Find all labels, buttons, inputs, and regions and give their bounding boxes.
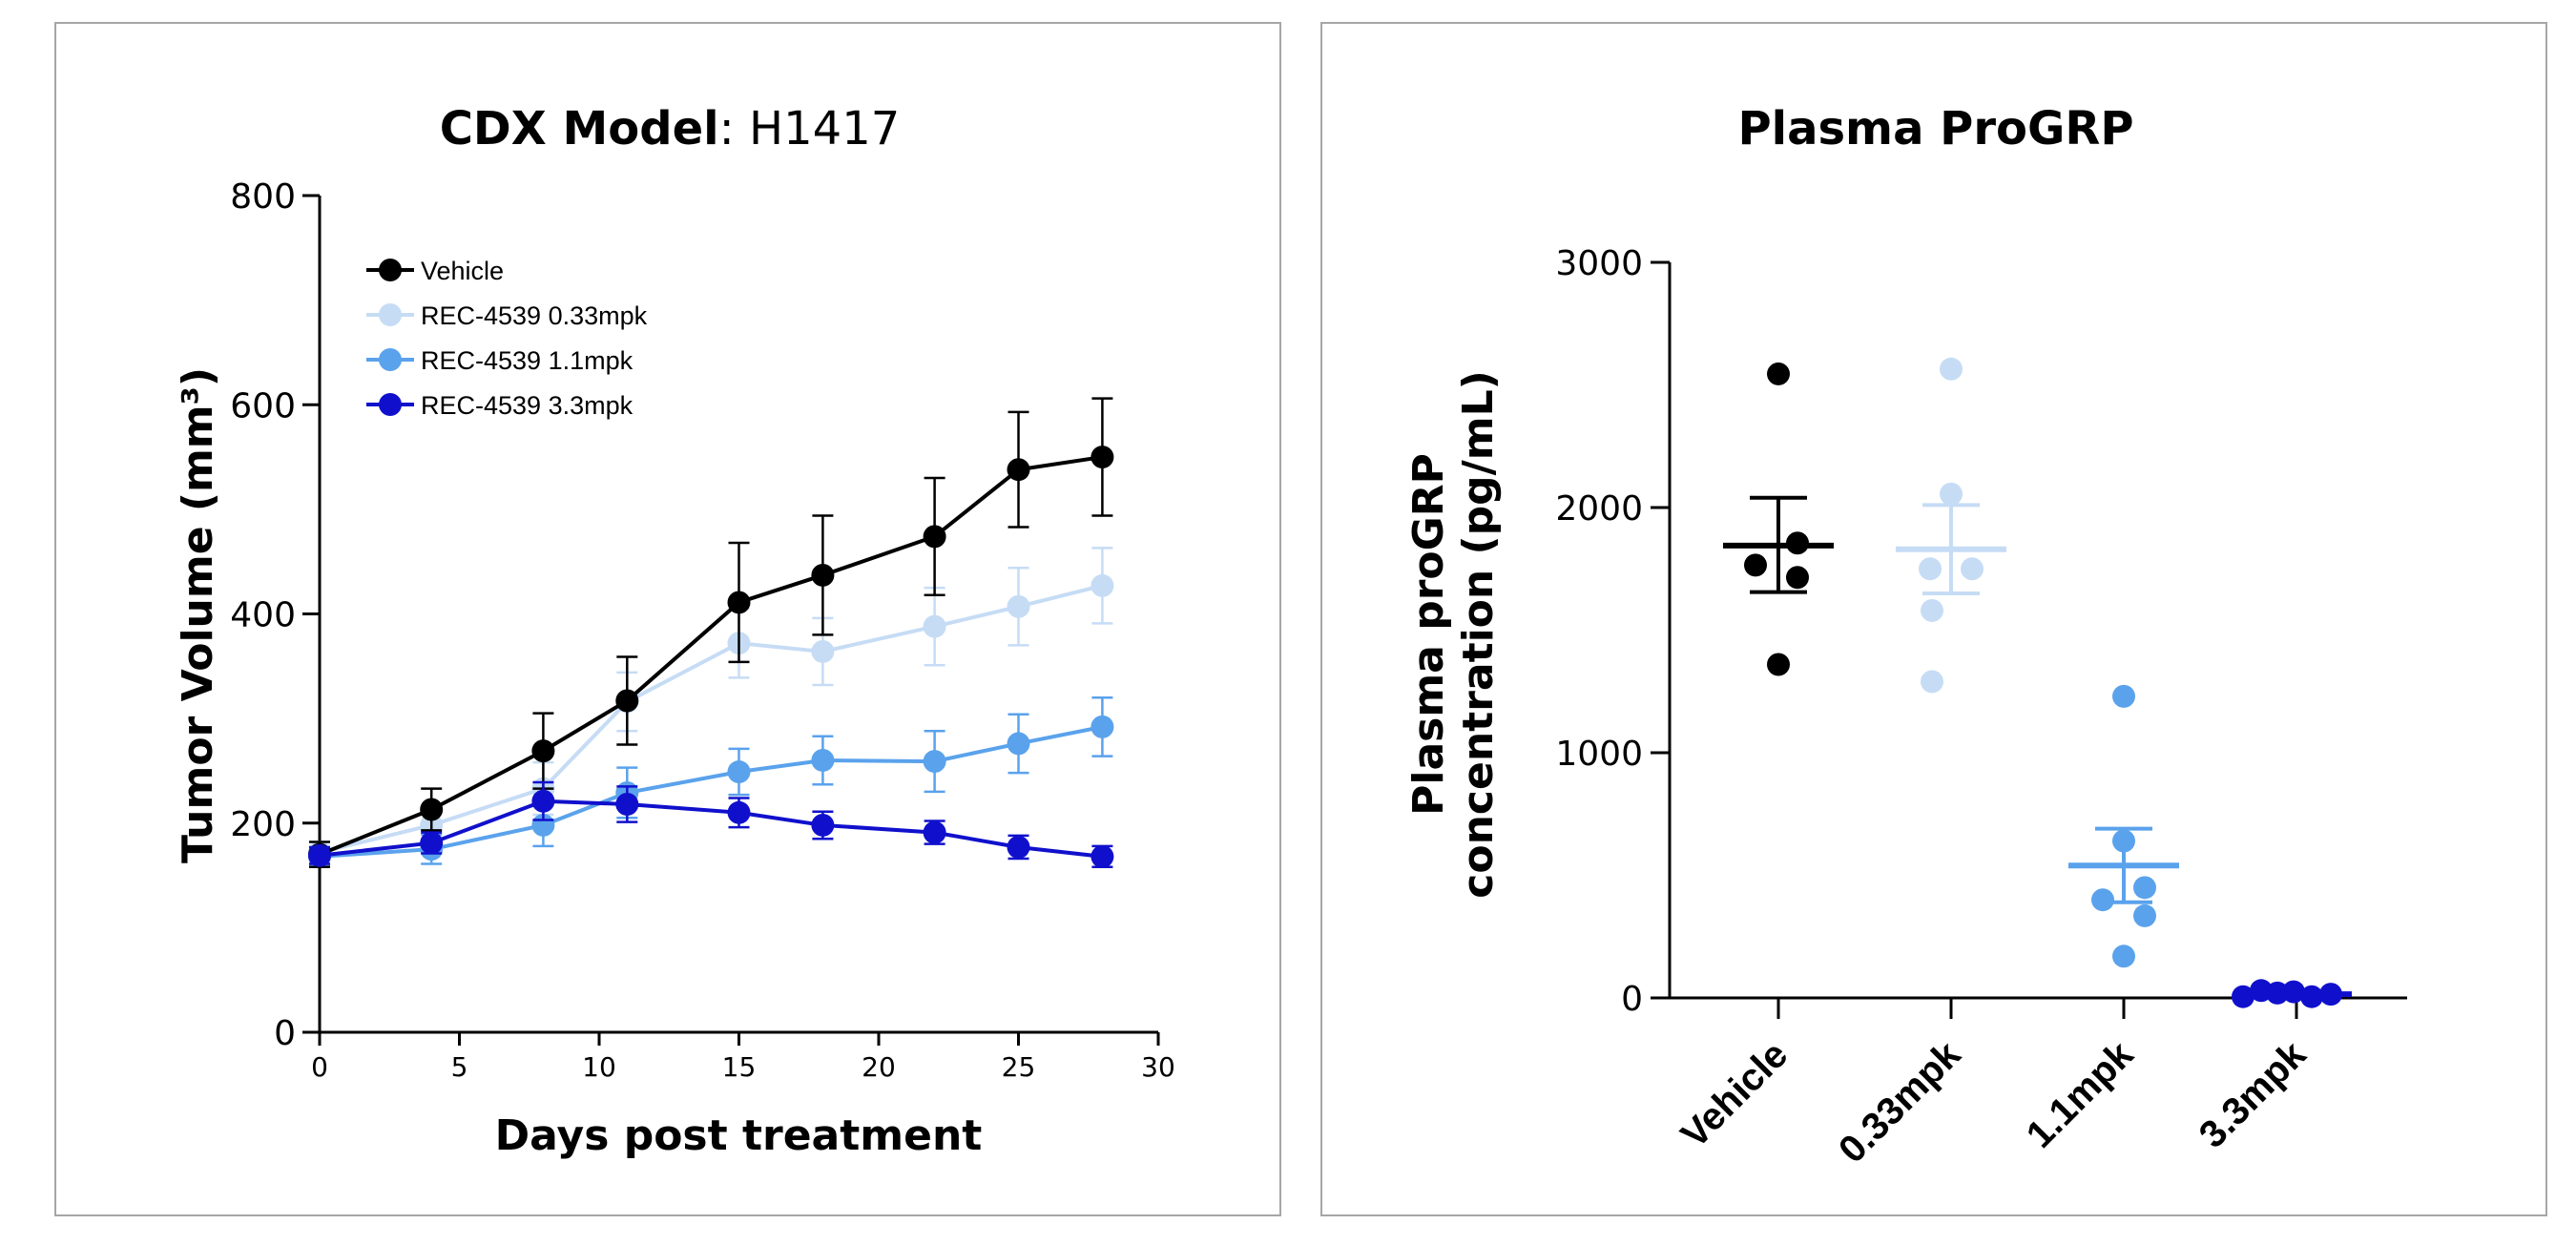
data-point (1767, 653, 1790, 676)
data-point (1007, 732, 1030, 756)
y-tick-label: 2000 (1555, 489, 1643, 529)
legend-label: REC-4539 3.3mpk (421, 391, 634, 420)
series-vehicle (308, 397, 1114, 869)
data-point (1744, 553, 1767, 577)
x-tick-label: 30 (1141, 1051, 1175, 1083)
y-tick-label: 1000 (1555, 735, 1643, 774)
legend-label: Vehicle (421, 257, 504, 285)
x-tick-label: 25 (1002, 1051, 1036, 1083)
legend: Vehicle REC-4539 0.33mpk REC-4539 1.1mpk RE… (366, 257, 648, 420)
data-point (1767, 362, 1790, 385)
x-category-label: Vehicle (1673, 1033, 1797, 1156)
chart-title: Plasma ProGRP (1737, 102, 2133, 156)
data-point (1007, 835, 1030, 859)
legend-label: REC-4539 0.33mpk (421, 301, 648, 330)
x-category-label: 1.1mpk (2019, 1033, 2142, 1156)
data-point (727, 591, 751, 614)
data-point (923, 614, 946, 638)
data-point (727, 760, 751, 784)
x-tick-label: 0 (311, 1051, 328, 1083)
x-tick-label: 15 (722, 1051, 757, 1083)
y-axis-title-line1: Plasma proGRP (1404, 453, 1453, 816)
data-point (1091, 844, 1114, 868)
data-point (2112, 684, 2135, 708)
data-point (1919, 557, 1942, 581)
x-tick-label: 10 (582, 1051, 616, 1083)
x-axis-title: Days post treatment (495, 1111, 983, 1160)
data-point (1921, 598, 1943, 622)
data-point (2112, 944, 2135, 968)
y-axis-title-line2: concentration (pg/mL) (1454, 370, 1503, 898)
group-1-1mpk (2068, 684, 2179, 968)
legend-marker (379, 393, 402, 416)
data-point (923, 525, 946, 549)
data-point (1091, 573, 1114, 597)
chart-title-bold: CDX Model (440, 102, 719, 156)
y-tick-label: 0 (1621, 980, 1643, 1019)
y-tick-label: 3000 (1555, 244, 1643, 283)
data-point (615, 793, 639, 817)
chart-title-rest: : H1417 (719, 102, 901, 156)
plasma-progrp-chart: Plasma ProGRP 0 1000 2000 3000 Plasma proGRP c… (1404, 102, 2407, 1172)
data-point (811, 639, 835, 663)
data-point (531, 739, 555, 763)
data-point (727, 800, 751, 824)
data-point (1091, 446, 1114, 469)
tumor-volume-chart-panel: CDX Model: H1417 0 200 400 600 800 0 5 10 15 20 25 3… (54, 22, 1281, 1216)
data-point (1940, 482, 1963, 506)
y-tick-label: 200 (230, 805, 296, 844)
x-category-label: 0.33mpk (1831, 1033, 1969, 1172)
x-category-label: 3.3mpk (2192, 1033, 2315, 1156)
data-point (420, 798, 444, 821)
data-point (2091, 888, 2114, 912)
data-point (1091, 715, 1114, 738)
legend-label: REC-4539 1.1mpk (421, 346, 634, 375)
y-axis-title: Tumor Volume (mm³) (174, 367, 222, 863)
data-point (1940, 357, 1963, 381)
data-point (1007, 594, 1030, 618)
data-point (308, 843, 331, 867)
data-point (420, 831, 444, 855)
legend-marker (379, 259, 402, 281)
plasma-progrp-chart-panel: Plasma ProGRP 0 1000 2000 3000 Plasma proGRP c… (1320, 22, 2547, 1216)
y-tick-label: 800 (230, 177, 296, 217)
group-0-33mpk (1896, 357, 2006, 694)
y-tick-label: 400 (230, 596, 296, 635)
legend-marker (379, 348, 402, 371)
data-point (2133, 876, 2156, 900)
tumor-volume-chart: CDX Model: H1417 0 200 400 600 800 0 5 10 15 20 25 3… (174, 102, 1175, 1160)
data-point (1921, 670, 1943, 694)
data-point (811, 563, 835, 587)
data-point (811, 813, 835, 837)
x-tick-label: 20 (862, 1051, 896, 1083)
group-3-3mpk (2232, 979, 2352, 1008)
y-tick-label: 600 (230, 386, 296, 425)
data-point (1007, 458, 1030, 482)
group-vehicle (1723, 362, 1834, 676)
x-tick-label: 5 (451, 1051, 468, 1083)
y-tick-label: 0 (274, 1014, 296, 1053)
series-rec-4539-3-3mpk (308, 780, 1114, 869)
data-point (811, 748, 835, 772)
legend-marker (379, 303, 402, 326)
data-point (615, 689, 639, 713)
data-point (923, 820, 946, 844)
data-point (1786, 566, 1809, 590)
data-point (2133, 903, 2156, 927)
data-point (531, 789, 555, 813)
data-point (923, 750, 946, 774)
data-point (1961, 557, 1984, 581)
chart-title: CDX Model: H1417 (440, 102, 901, 156)
